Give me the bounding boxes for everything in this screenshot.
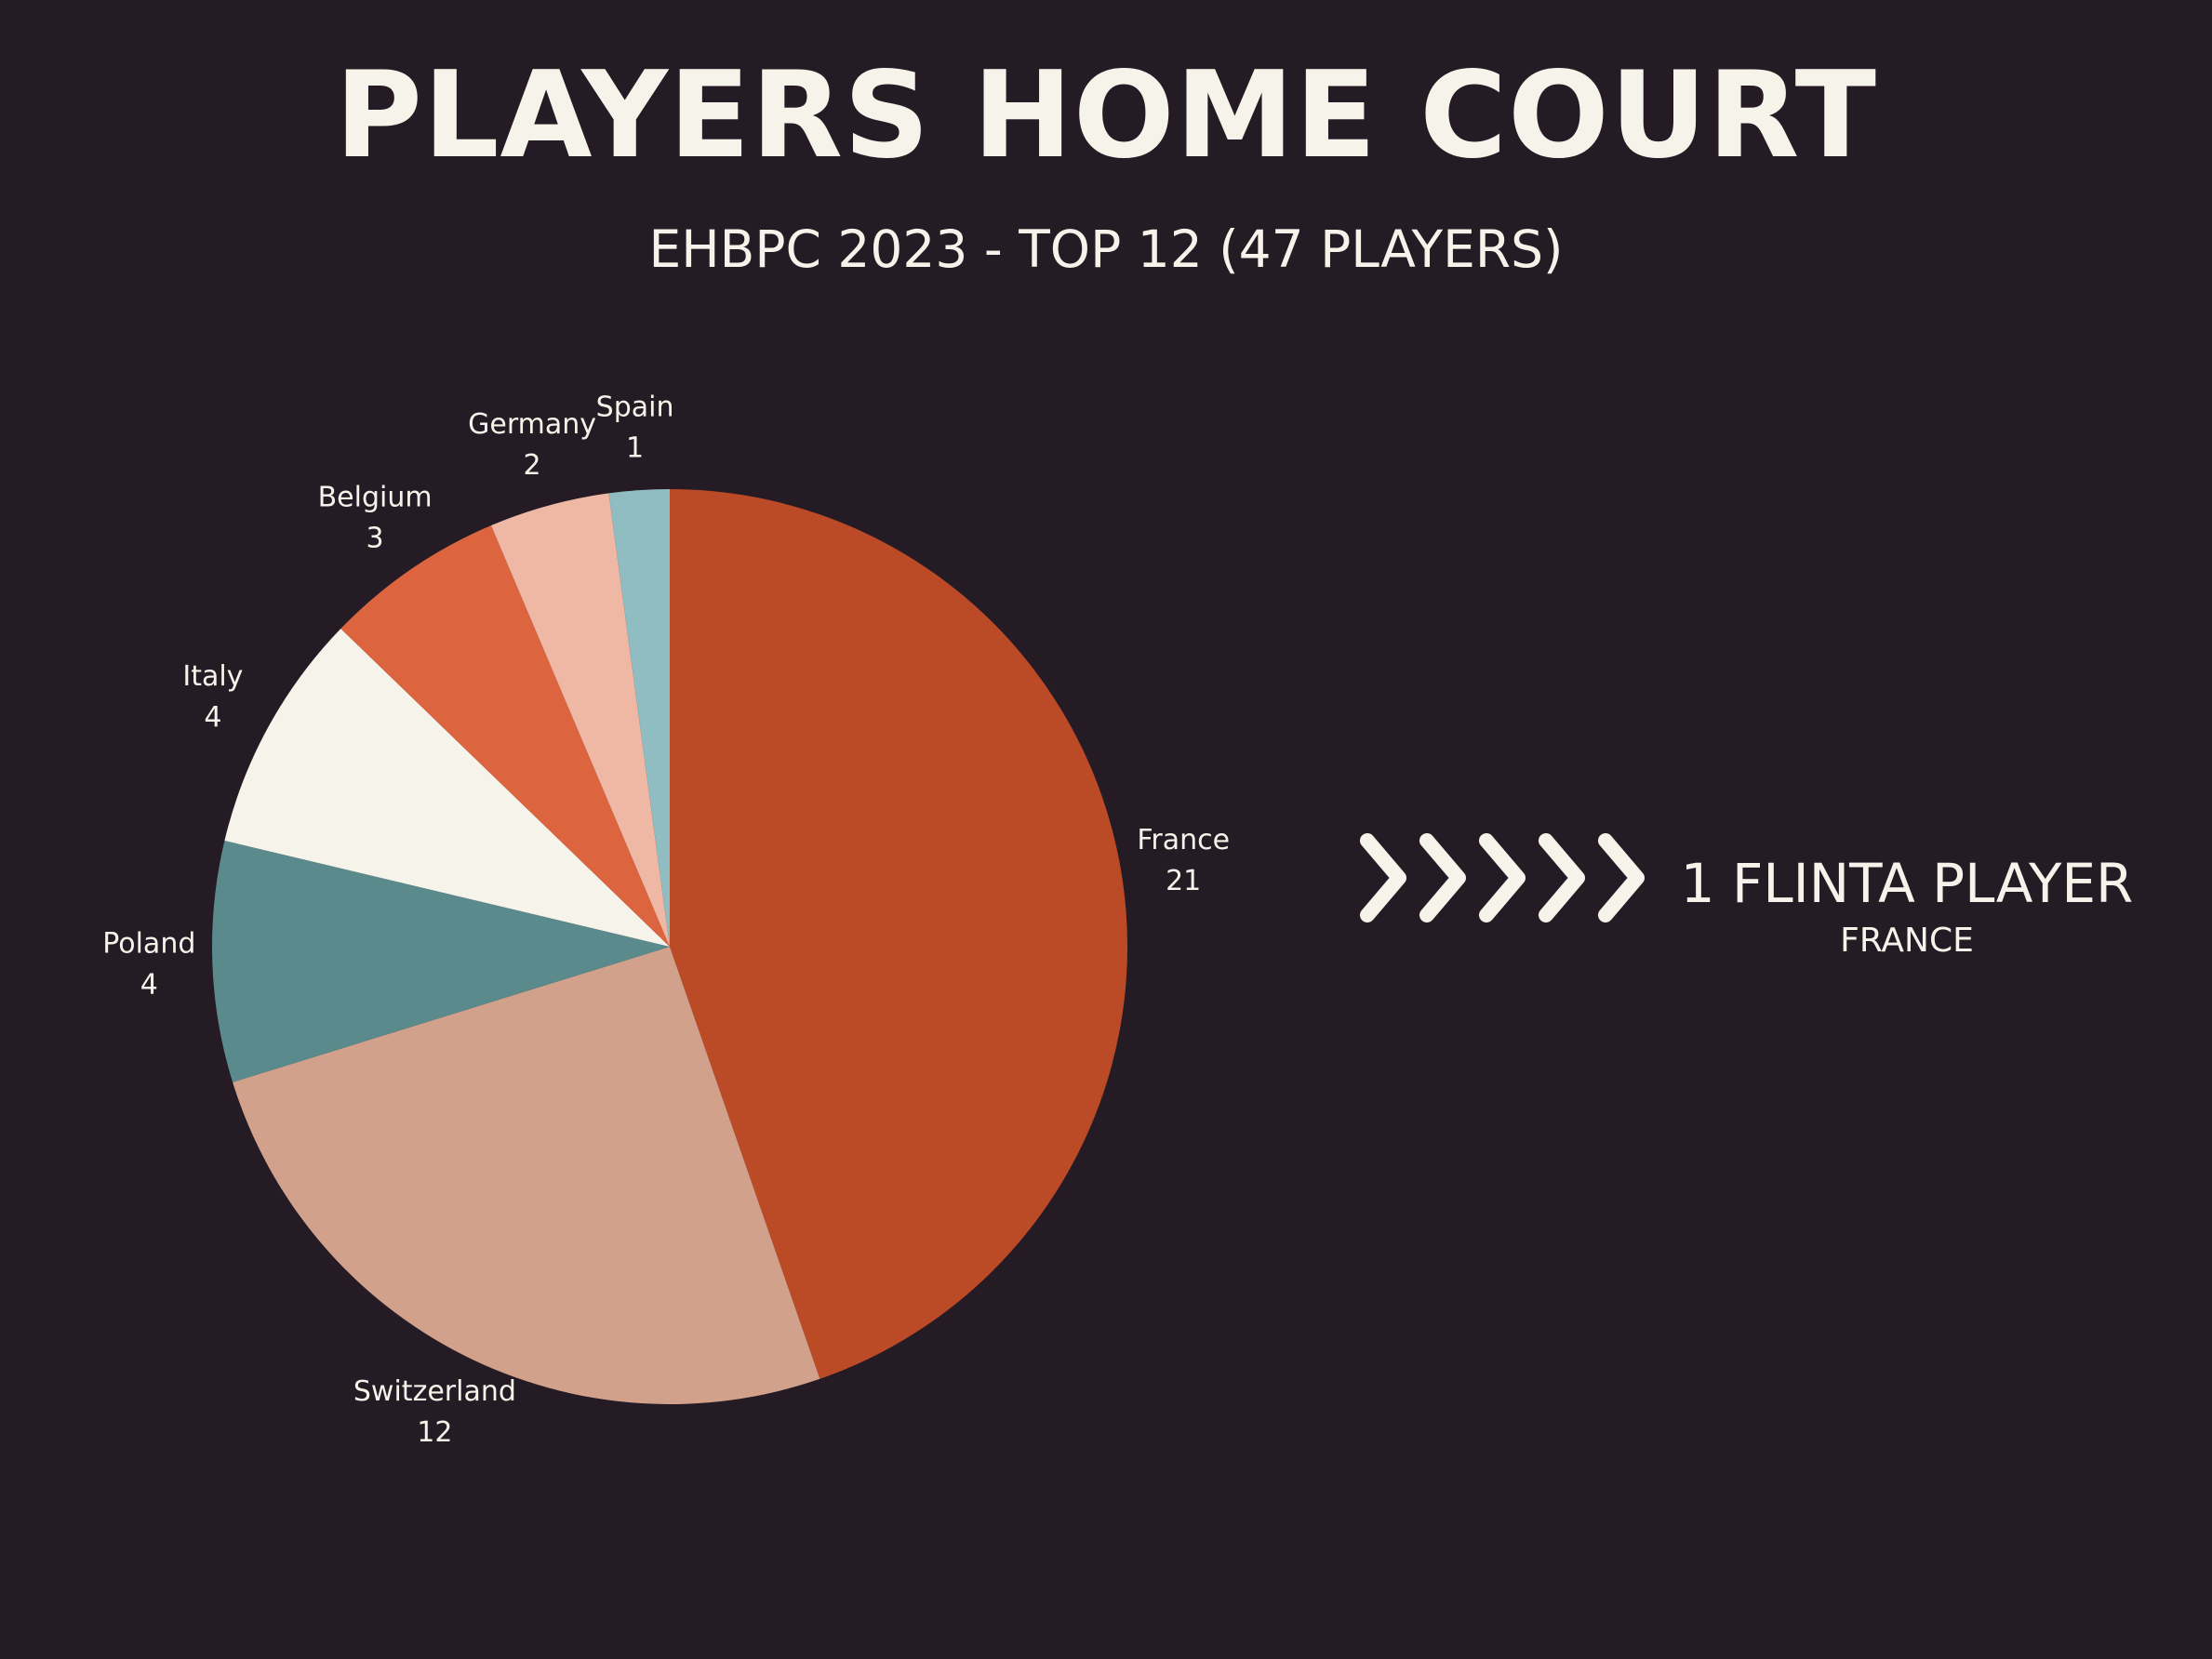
page-title: PLAYERS HOME COURT (335, 46, 1877, 185)
slice-label-value: 4 (140, 969, 158, 1002)
chevrons-right-icon (1360, 833, 1645, 922)
pie-slice-belgium (340, 525, 670, 947)
pie-slice-spain (608, 489, 670, 947)
slice-label-value: 1 (626, 431, 644, 464)
slice-label-france: France 21 (1137, 824, 1230, 897)
slice-label-value: 3 (366, 522, 384, 554)
slice-label-spain: Spain 1 (596, 391, 674, 464)
pie-slice-germany (490, 493, 670, 947)
pie-slice-italy (224, 628, 670, 947)
slice-label-switzerland: Switzerland 12 (353, 1375, 516, 1449)
slice-label-name: Germany (468, 408, 596, 441)
slice-label-value: 21 (1166, 865, 1201, 897)
slice-label-name: Belgium (318, 481, 433, 513)
slice-label-poland: Poland 4 (102, 928, 195, 1002)
callout-main-text: 1 FLINTA PLAYER (1680, 852, 2134, 915)
callout-sub-text: FRANCE (1840, 922, 1974, 960)
slice-label-name: Italy (182, 660, 243, 693)
page-subtitle: EHBPC 2023 - TOP 12 (47 PLAYERS) (648, 219, 1564, 279)
slice-label-value: 2 (524, 449, 541, 482)
slice-label-name: Poland (102, 928, 195, 961)
flinta-callout: 1 FLINTA PLAYER FRANCE (1656, 846, 2158, 962)
slice-label-name: Switzerland (353, 1375, 516, 1408)
pie-slice-poland (211, 840, 670, 1082)
pie-slice-france (670, 489, 1128, 1379)
slice-label-belgium: Belgium 3 (318, 481, 433, 554)
slice-label-germany: Germany 2 (468, 408, 596, 482)
slice-label-value: 4 (204, 701, 221, 734)
pie-slice-switzerland (233, 947, 820, 1405)
slice-label-name: Spain (596, 391, 674, 423)
slice-label-name: France (1137, 824, 1230, 856)
slice-label-italy: Italy 4 (182, 660, 243, 734)
slice-label-value: 12 (417, 1416, 452, 1449)
